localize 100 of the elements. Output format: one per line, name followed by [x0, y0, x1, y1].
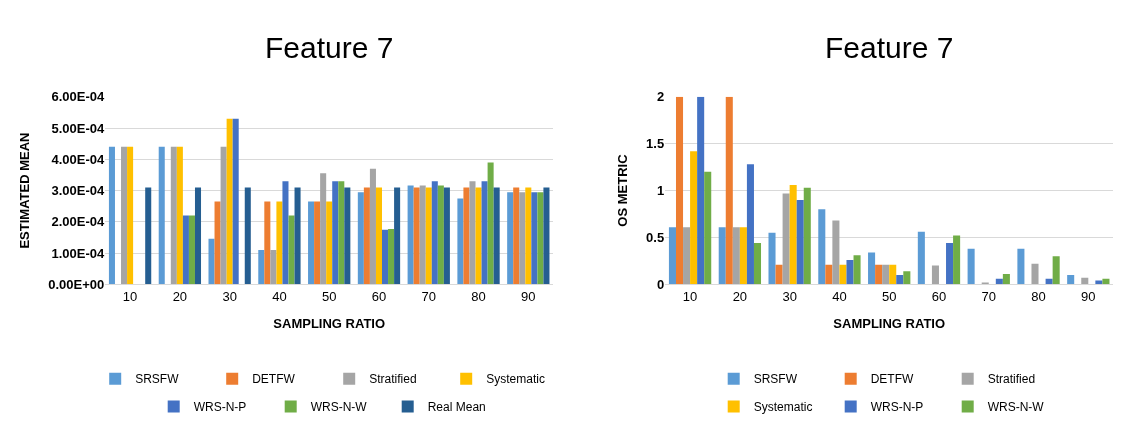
legend-label: WRS-N-W — [310, 400, 368, 415]
bar — [475, 187, 482, 285]
y-tick-label: 0.00E+00 — [48, 276, 105, 292]
bar — [846, 259, 854, 285]
bar — [953, 235, 961, 285]
bar — [487, 162, 494, 285]
bar — [543, 187, 550, 285]
bar — [188, 215, 195, 285]
bar — [320, 173, 327, 285]
bar — [457, 198, 464, 285]
x-tick-label: 60 — [371, 288, 387, 304]
bar — [768, 232, 776, 285]
bar — [394, 187, 401, 285]
bar — [1031, 263, 1039, 285]
bar — [493, 187, 500, 285]
bar — [170, 146, 177, 285]
legend-label: Systematic — [486, 372, 545, 387]
x-tick-label: 30 — [222, 288, 237, 304]
x-tick-label: 40 — [272, 288, 287, 304]
y-axis-title: OS METRIC — [615, 153, 631, 227]
chart-title: Feature 7 — [825, 31, 954, 64]
bar — [276, 201, 283, 285]
bar — [382, 229, 389, 285]
bar — [725, 96, 733, 285]
bar — [127, 146, 134, 285]
x-tick-label: 20 — [732, 288, 748, 304]
bar — [1081, 277, 1089, 285]
bar — [981, 282, 989, 285]
bar — [338, 181, 345, 285]
bar — [369, 168, 376, 285]
x-tick-label: 70 — [421, 288, 436, 304]
bar — [531, 192, 538, 285]
bar — [882, 264, 890, 285]
bar — [145, 187, 152, 285]
legend-label: Real Mean — [427, 400, 486, 415]
y-tick-label: 5.00E-04 — [51, 120, 105, 136]
bar — [288, 215, 295, 285]
x-tick-label: 30 — [782, 288, 797, 304]
bar — [344, 187, 351, 285]
y-tick-label: 0.5 — [646, 230, 665, 245]
bar — [258, 249, 265, 285]
bar — [668, 227, 676, 285]
bar — [176, 146, 183, 285]
bar — [775, 264, 783, 285]
bar — [675, 96, 684, 285]
chart-title: Feature 7 — [265, 31, 394, 64]
y-tick-label: 2 — [656, 89, 665, 105]
bar — [537, 192, 544, 285]
y-tick-label: 0 — [656, 276, 665, 292]
bar — [326, 201, 333, 285]
bar — [308, 201, 315, 285]
x-tick-label: 90 — [521, 288, 536, 304]
x-tick-label: 50 — [321, 288, 337, 304]
bar — [264, 201, 271, 285]
bar — [443, 187, 450, 285]
bar — [463, 187, 470, 285]
x-tick-label: 20 — [172, 288, 188, 304]
x-tick-label: 60 — [931, 288, 947, 304]
x-tick-label: 90 — [1081, 288, 1096, 304]
legend-label: WRS-N-P — [870, 400, 924, 415]
x-axis-title: SAMPLING RATIO — [833, 315, 946, 331]
bar — [718, 227, 726, 285]
bar — [931, 265, 939, 285]
x-tick-label: 80 — [471, 288, 486, 304]
bar — [507, 192, 514, 285]
bar — [832, 220, 840, 285]
bar — [896, 274, 904, 285]
bar — [690, 151, 698, 285]
bar — [513, 187, 520, 285]
bar — [158, 146, 165, 285]
bar — [244, 187, 251, 285]
bar — [839, 264, 847, 285]
x-tick-label: 10 — [682, 288, 698, 304]
bar — [375, 187, 382, 285]
y-tick-label: 1.5 — [646, 136, 665, 152]
bar — [967, 248, 975, 285]
bar — [388, 229, 395, 285]
x-tick-label: 40 — [832, 288, 847, 304]
x-tick-label: 70 — [981, 288, 996, 304]
bar — [182, 215, 189, 285]
legend-label: Stratified — [369, 372, 417, 387]
legend-label: DETFW — [870, 372, 915, 387]
bar — [732, 227, 740, 285]
bar — [946, 243, 954, 285]
legend-label: SRSFW — [753, 372, 798, 387]
bar — [407, 185, 414, 285]
bar — [437, 185, 444, 285]
bar — [903, 271, 911, 285]
bar — [332, 181, 339, 285]
bar — [796, 199, 804, 285]
bar — [818, 209, 826, 285]
bar — [214, 201, 221, 285]
bar — [481, 181, 488, 285]
bar — [853, 255, 861, 285]
bar — [1052, 256, 1060, 285]
bar — [220, 146, 227, 285]
y-tick-label: 3.00E-04 — [51, 183, 105, 199]
bar — [803, 187, 811, 285]
y-axis-title: ESTIMATED MEAN — [17, 132, 33, 249]
bar — [282, 181, 289, 285]
